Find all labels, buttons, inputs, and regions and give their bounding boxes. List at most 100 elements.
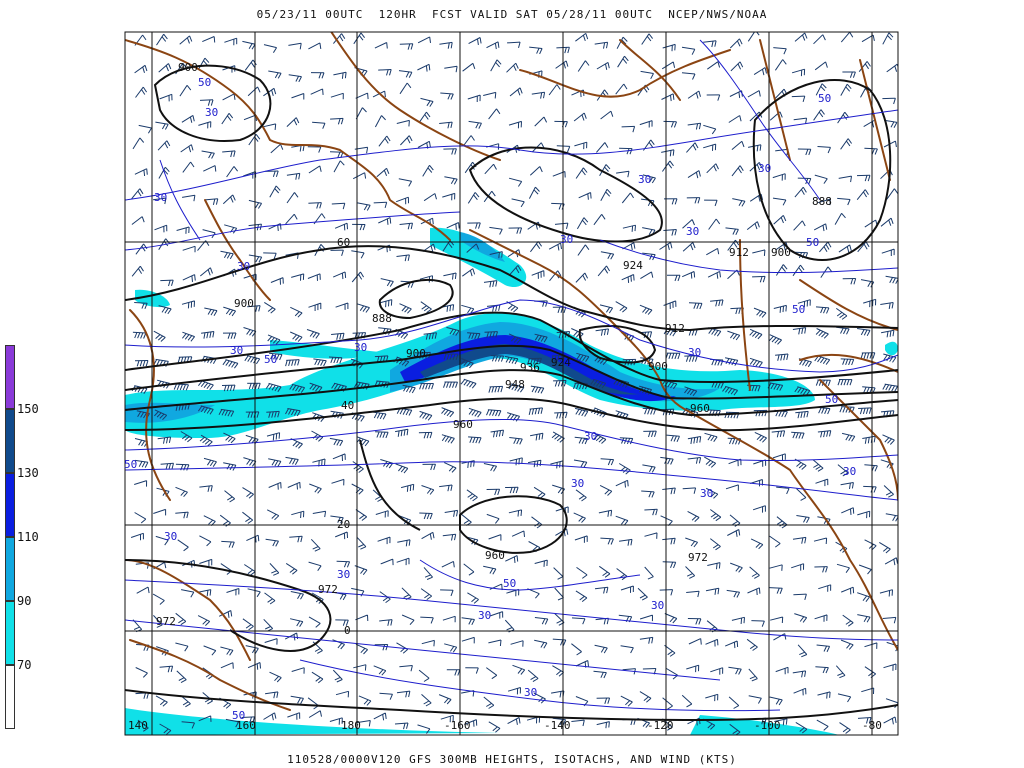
wind-barb-flag (403, 333, 409, 340)
colorbar-swatch-110 (5, 473, 15, 537)
wind-barb (462, 62, 474, 72)
wind-barb-flag (563, 380, 567, 387)
wind-barb-flag (891, 718, 894, 725)
wind-barb (488, 534, 502, 540)
wind-barb-flag (168, 280, 171, 287)
wind-barb (685, 566, 696, 577)
wind-barb-flag (691, 219, 695, 226)
wind-barb-flag (776, 587, 780, 594)
wind-barb-flag (452, 646, 458, 653)
wind-barb-flag (738, 529, 741, 536)
wind-barb (593, 378, 606, 384)
wind-barb-flag (183, 491, 188, 498)
wind-barb (467, 592, 479, 600)
wind-barb-flag (578, 437, 583, 444)
wind-barb-flag (298, 76, 302, 83)
wind-barb-flag (376, 412, 381, 419)
wind-barb (242, 618, 254, 627)
wind-barb-flag (428, 141, 431, 148)
wind-barb (223, 432, 236, 440)
wind-barb (378, 69, 392, 71)
wind-barb-flag (247, 519, 253, 524)
height-labels: 900 888 900 900 912 924 900 888 936 924 … (156, 61, 832, 628)
wind-barb-flag (515, 267, 520, 274)
wind-barb (814, 174, 828, 180)
wind-barb (615, 83, 625, 95)
wind-barb (351, 250, 365, 254)
wind-barb-flag (778, 410, 782, 417)
wind-barb (774, 59, 784, 71)
wind-barb (687, 122, 701, 126)
wind-barb-flag (403, 723, 406, 730)
wind-barb-flag (795, 432, 799, 439)
wind-barb-flag (514, 358, 519, 365)
wind-barb (270, 277, 284, 283)
wind-barb-flag (758, 544, 764, 550)
wind-barb-flag (362, 224, 366, 231)
wind-barb-flag (498, 304, 501, 311)
wind-barb-flag (800, 411, 803, 419)
wind-barb-flag (518, 41, 521, 49)
wind-barb-flag (867, 437, 870, 444)
wind-barb-flag (298, 443, 303, 449)
wind-barb (181, 721, 195, 724)
wind-barb-flag (564, 47, 567, 54)
wind-barb-flag (804, 537, 807, 544)
wind-barb-flag (449, 353, 453, 360)
wind-barb-flag (544, 618, 549, 625)
wind-barb-flag (318, 72, 322, 79)
wind-barb-flag (375, 496, 381, 500)
isotach-label: 50 (124, 458, 137, 471)
wind-barb (578, 192, 591, 199)
wind-barb (577, 244, 586, 256)
wind-barb-flag (756, 164, 761, 171)
wind-barb-flag (604, 267, 609, 274)
colorbar-swatch-below-70 (5, 665, 15, 729)
wind-barb-flag (752, 331, 757, 337)
height-label: 936 (520, 361, 540, 374)
wind-barb-flag (667, 243, 670, 251)
wind-barb-flag (430, 245, 434, 252)
wind-barb-flag (598, 382, 604, 388)
wind-barb-flag (397, 331, 403, 337)
wind-barb-flag (866, 387, 870, 394)
wind-barb-flag (775, 699, 780, 705)
wind-barb (864, 642, 878, 648)
wind-barb-flag (184, 645, 189, 652)
height-label: 924 (623, 259, 643, 272)
wind-barb (686, 664, 699, 670)
isotach-label: 50 (503, 577, 516, 590)
wind-barb-flag (168, 436, 172, 443)
lon-label: -100 (754, 719, 781, 732)
wind-barb-flag (889, 277, 894, 283)
wind-barb-flag (188, 146, 192, 153)
wind-barb (444, 643, 457, 648)
wind-barb-flag (259, 662, 261, 669)
wind-barb-flag (271, 459, 276, 466)
wind-barb-flag (425, 383, 428, 390)
wind-barb-flag (820, 431, 823, 438)
wind-barb-flag (141, 461, 146, 468)
wind-barb (576, 352, 590, 358)
wind-barb-flag (486, 702, 492, 707)
wind-barb-flag (276, 353, 280, 360)
wind-barb (726, 589, 740, 593)
wind-barb-flag (731, 359, 736, 366)
wind-barb-flag (246, 329, 251, 335)
wind-barb-flag (474, 333, 478, 340)
wind-barb (399, 82, 408, 95)
wind-barb-flag (425, 65, 428, 72)
wind-barb (373, 201, 387, 204)
wind-barb-flag (717, 382, 721, 389)
wind-barb-flag (245, 624, 252, 629)
wind-barb-flag (463, 360, 469, 367)
wind-barb-flag (893, 122, 898, 128)
wind-barb-flag (486, 331, 489, 338)
wind-barb (420, 588, 432, 597)
wind-barb (332, 669, 343, 680)
wind-barb (331, 202, 345, 205)
wind-barb (394, 722, 409, 725)
wind-barb (863, 485, 877, 488)
wind-barb-flag (137, 268, 143, 274)
wind-barb (463, 563, 475, 573)
